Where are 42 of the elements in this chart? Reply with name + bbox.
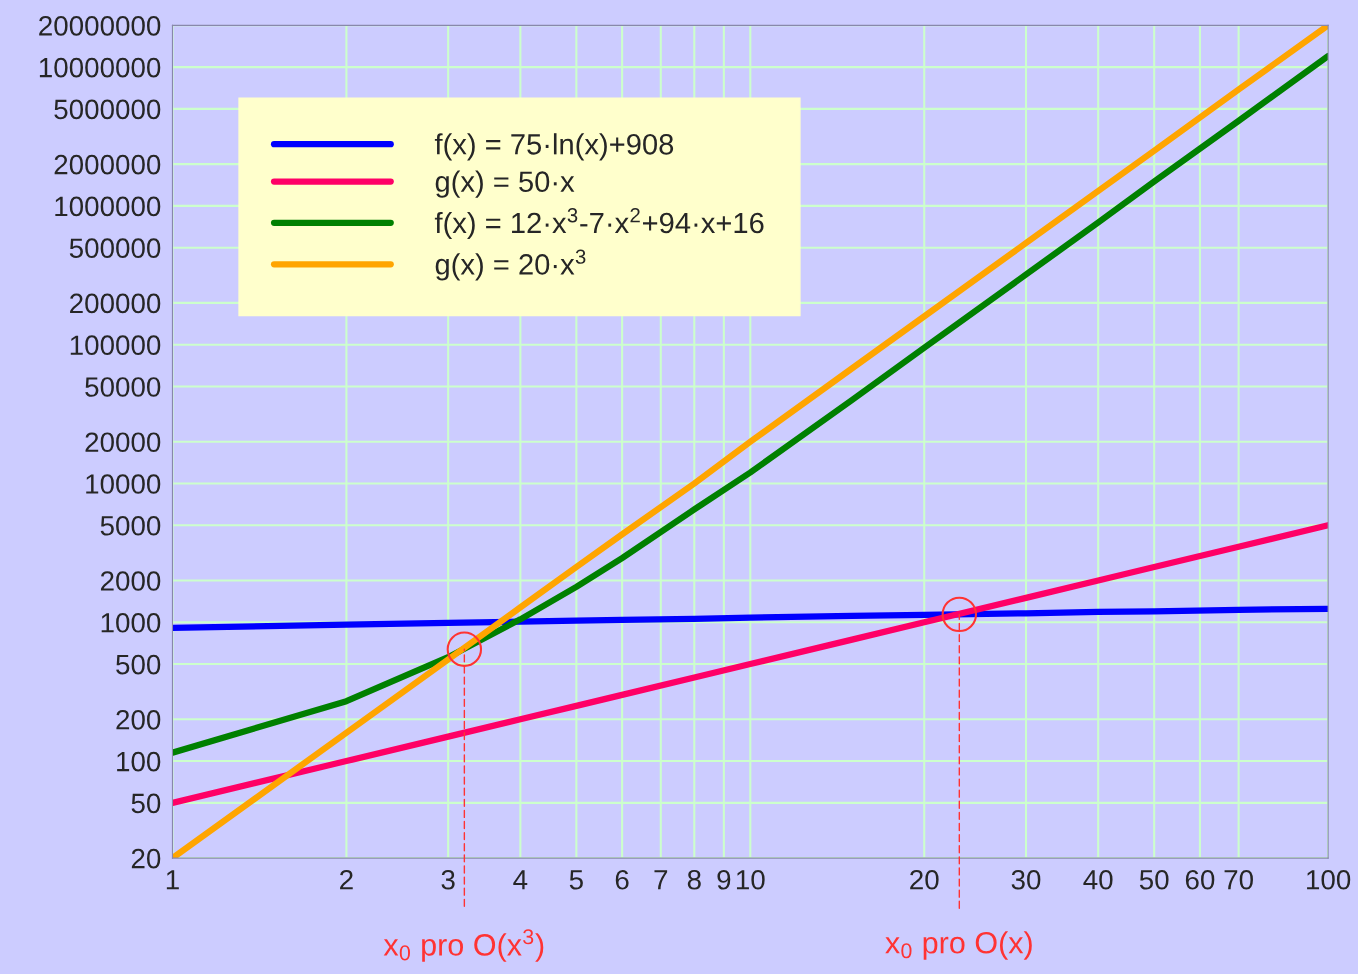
y-tick-label: 100000: [70, 335, 161, 356]
y-tick-label: 2000: [100, 571, 161, 591]
x-tick-label: 70: [1224, 869, 1253, 890]
legend-label: f(x) = 12·x$^{3}$-7·x$^{2}$+94·x+16: [434, 208, 764, 240]
x-tick-label: 100: [1307, 869, 1351, 890]
y-tick-label: 500000: [69, 238, 161, 259]
y-tick-label: 50: [131, 793, 161, 814]
x-tick-label: 10: [736, 869, 765, 890]
y-tick-label: 5000000: [54, 99, 161, 120]
y-tick-label: 1000000: [55, 196, 161, 217]
x-tick-label: 40: [1083, 869, 1113, 890]
x-tick-label: 5: [569, 870, 583, 890]
x-tick-label: 50: [1139, 869, 1169, 890]
x-tick-label: 1: [166, 870, 179, 890]
legend-label: f(x) = 75·ln(x)+908: [434, 133, 674, 161]
x-tick-label: 60: [1185, 869, 1215, 890]
annotation: x$_{0}$ pro O(x): [885, 931, 1032, 960]
x-tick-label: 2: [340, 869, 353, 890]
y-tick-label: 10000: [86, 474, 161, 494]
y-tick-label: 10000000: [39, 57, 161, 78]
legend-label: g(x) = 50·x: [435, 170, 575, 198]
x-tick-label: 9: [717, 869, 731, 890]
x-tick-label: 7: [654, 870, 668, 890]
y-tick-label: 50000: [85, 377, 161, 397]
x-tick-label: 6: [615, 869, 629, 890]
y-tick-label: 200: [116, 709, 161, 730]
y-tick-label: 100: [117, 751, 161, 772]
y-tick-label: 2000000: [54, 154, 161, 175]
y-tick-label: 200000: [70, 293, 161, 314]
legend-label: g(x) = 20·x$^{3}$: [435, 249, 586, 281]
y-tick-label: 20000: [85, 432, 161, 453]
y-tick-label: 500: [116, 654, 161, 675]
y-tick-label: 5000: [100, 515, 161, 536]
y-tick-label: 1000: [101, 612, 161, 633]
x-tick-label: 3: [441, 869, 455, 890]
y-tick-label: 20: [131, 848, 161, 869]
x-tick-label: 30: [1011, 869, 1041, 890]
x-tick-label: 4: [513, 870, 528, 890]
x-tick-label: 8: [687, 869, 701, 890]
x-tick-label: 20: [910, 869, 939, 890]
annotation: x$_{0}$ pro O(x$^{3}$): [383, 929, 544, 962]
y-tick-label: 20000000: [39, 15, 161, 36]
